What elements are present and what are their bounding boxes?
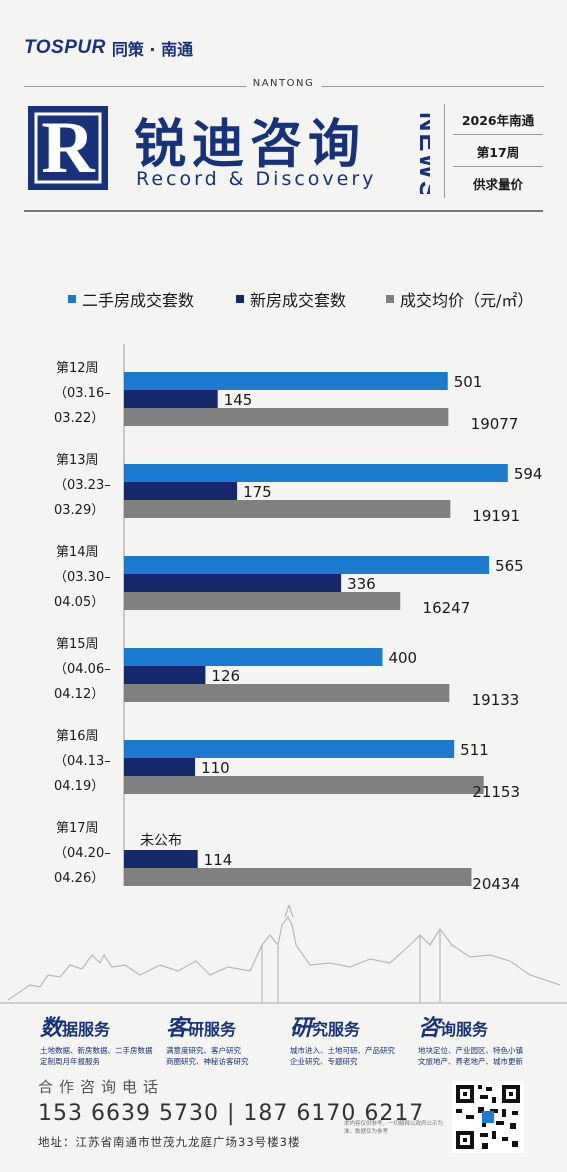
bar-price	[124, 500, 451, 518]
header-bottom-rule	[24, 210, 543, 212]
issue-year: 2026年南通	[461, 113, 535, 128]
data-label: 16247	[423, 599, 471, 617]
legend-item-new: 新房成交套数	[236, 287, 346, 311]
category-label: 第12周	[56, 361, 99, 376]
bar-new	[124, 482, 238, 500]
issue-separator	[453, 134, 543, 135]
bar-new	[124, 390, 218, 408]
bar-new	[124, 850, 198, 868]
brand-cn-name: 同策 · 南通	[111, 40, 194, 59]
issue-box: 2026年南通 第17周 供求量价	[444, 104, 543, 198]
category-label: 第15周	[56, 637, 99, 652]
legend-swatch	[68, 295, 76, 303]
data-label: 145	[224, 391, 253, 409]
service-research: 研究服务 城市进入、土地可研、产品研究 企业研究、专题研究	[290, 1016, 395, 1066]
service-data: 数据服务 土地数据、新房数据、二手房数据 定制周月年报服务	[40, 1016, 153, 1066]
legend-swatch	[386, 295, 394, 303]
phone-numbers: 153 6639 5730 | 187 6170 6217	[38, 1101, 425, 1126]
category-label: 03.29）	[54, 503, 104, 518]
category-label: （03.23–	[54, 478, 111, 493]
hotline-label: 合作咨询电话	[38, 1078, 165, 1096]
data-label: 400	[388, 649, 417, 667]
category-label: 第13周	[56, 453, 99, 468]
category-label: （04.13–	[54, 754, 111, 769]
data-label: 114	[204, 851, 233, 869]
city-skyline-decoration	[0, 905, 567, 1004]
issue-separator	[453, 166, 543, 167]
data-label: 110	[201, 759, 230, 777]
divider-right	[322, 86, 544, 87]
category-label: 03.22）	[54, 411, 104, 426]
bar-chart: 第12周 （03.16– 03.22） 501 145 19077 第13周 （03.23– 0…	[54, 344, 543, 893]
bar-new	[124, 574, 342, 592]
bar-price	[124, 408, 449, 426]
bar-resale	[124, 740, 455, 758]
legend-item-resale: 二手房成交套数	[68, 287, 194, 311]
service-customer: 客研服务 满意度研究、客户研究 商圈研究、神秘访客研究	[166, 1016, 249, 1066]
data-label: 19191	[472, 507, 520, 525]
category-label: 04.05）	[54, 595, 104, 610]
city-label: NANTONG	[252, 78, 315, 89]
category-label: （03.30–	[54, 570, 111, 585]
category-label: 04.19）	[54, 779, 104, 794]
data-label: 565	[495, 557, 524, 575]
data-label: 511	[460, 741, 489, 759]
data-label: 19077	[471, 415, 519, 433]
data-label: 19133	[472, 691, 520, 709]
divider-left	[24, 86, 246, 87]
news-vertical-label: NEWS	[414, 112, 430, 194]
bar-resale	[124, 372, 448, 390]
bar-resale	[124, 464, 508, 482]
bar-price	[124, 868, 472, 886]
category-label: 第17周	[56, 821, 99, 836]
masthead: R 锐迪咨询 Record & Discovery	[28, 106, 420, 192]
qr-code-icon	[452, 1081, 524, 1153]
masthead-title: 锐迪咨询	[134, 115, 367, 175]
rd-logo-icon: R	[28, 106, 108, 190]
svg-text:NEWS: NEWS	[414, 112, 430, 194]
category-label: 04.12）	[54, 687, 104, 702]
bar-new	[124, 758, 196, 776]
data-label: 175	[243, 483, 272, 501]
bar-price	[124, 684, 450, 702]
tospur-logo: TOSPUR	[24, 37, 106, 58]
bar-price	[124, 776, 484, 794]
bar-new	[124, 666, 206, 684]
category-label: （04.06–	[54, 662, 111, 677]
category-label: 第16周	[56, 729, 99, 744]
data-label: 336	[347, 575, 376, 593]
fine-print: 本内容仅供参考，一切解释以政府公示为 准，数据仅为参考	[344, 1121, 444, 1135]
legend-item-price: 成交均价（元/㎡）	[386, 287, 533, 311]
data-label: 20434	[472, 875, 520, 893]
data-label: 126	[211, 667, 240, 685]
bar-resale	[124, 648, 383, 666]
data-label: 594	[514, 465, 543, 483]
legend-swatch	[236, 295, 244, 303]
category-label: （03.16–	[54, 386, 111, 401]
category-label: （04.20–	[54, 846, 111, 861]
issue-week: 第17周	[476, 145, 520, 160]
bar-resale	[124, 556, 490, 574]
category-label: 04.26）	[54, 871, 104, 886]
data-label: 501	[454, 373, 483, 391]
category-label: 第14周	[56, 545, 99, 560]
bar-price	[124, 592, 401, 610]
missing-data-label: 未公布	[140, 833, 182, 849]
address: 地址：江苏省南通市世茂九龙庭广场33号楼3楼	[38, 1135, 301, 1149]
masthead-subtitle: Record & Discovery	[136, 168, 377, 190]
data-label: 21153	[472, 783, 520, 801]
issue-topic: 供求量价	[472, 177, 523, 192]
service-consulting: 咨询服务 地块定位、产业园区、特色小镇 文旅地产、养老地产、城市更新	[418, 1016, 523, 1066]
brand-row: TOSPUR 同策 · 南通	[24, 36, 193, 60]
